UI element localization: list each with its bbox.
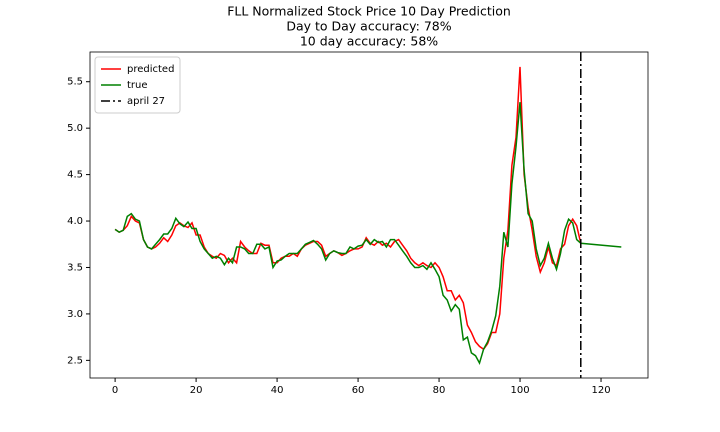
legend-box: [94, 56, 181, 114]
y-tick-label: 2.5: [67, 355, 83, 366]
y-tick-label: 4.0: [67, 216, 83, 227]
axes-frame: [89, 51, 649, 379]
x-tick-label: 20: [190, 385, 203, 396]
y-tick-label: 5.5: [67, 77, 83, 88]
y-tick-label: 5.0: [67, 123, 83, 134]
x-tick-label: 100: [510, 385, 529, 396]
chart-title: Day to Day accuracy: 78%: [286, 19, 451, 34]
legend-label: april 27: [127, 96, 165, 107]
x-tick-label: 40: [271, 385, 284, 396]
y-tick-label: 3.5: [67, 262, 83, 273]
x-tick-label: 0: [112, 385, 118, 396]
data-line: [114, 102, 622, 366]
x-tick-label: 60: [352, 385, 365, 396]
legend-label: true: [127, 80, 148, 91]
y-tick-label: 3.0: [67, 309, 83, 320]
data-line: [114, 66, 582, 351]
x-tick-label: 120: [591, 385, 610, 396]
chart-title: FLL Normalized Stock Price 10 Day Predic…: [227, 4, 511, 19]
chart-title: 10 day accuracy: 58%: [300, 34, 438, 49]
y-tick-label: 4.5: [67, 170, 83, 181]
x-tick-label: 80: [433, 385, 446, 396]
legend-label: predicted: [127, 64, 174, 75]
